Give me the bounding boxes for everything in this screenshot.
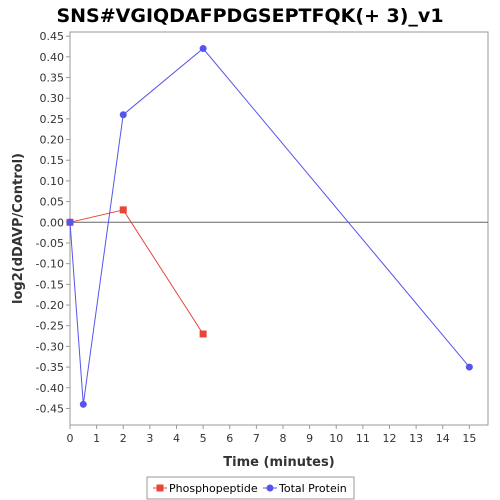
y-tick-label: 0.10 (40, 175, 65, 188)
x-tick-label: 7 (253, 432, 260, 445)
x-tick-label: 10 (329, 432, 343, 445)
total-protein-point (66, 218, 74, 226)
y-tick-label: -0.30 (36, 340, 64, 353)
y-tick-label: 0.25 (40, 113, 65, 126)
total-protein-point (79, 400, 87, 408)
x-tick-label: 8 (279, 432, 286, 445)
x-tick-label: 3 (146, 432, 153, 445)
y-tick-label: 0.35 (40, 72, 65, 85)
x-tick-label: 15 (462, 432, 476, 445)
phosphopeptide-point (119, 206, 127, 214)
x-tick-label: 12 (382, 432, 396, 445)
y-tick-label: 0.00 (40, 216, 65, 229)
x-tick-label: 2 (120, 432, 127, 445)
x-tick-label: 5 (200, 432, 207, 445)
x-tick-label: 9 (306, 432, 313, 445)
phosphopeptide-point (199, 330, 207, 338)
x-tick-label: 0 (67, 432, 74, 445)
y-tick-label: -0.05 (36, 237, 64, 250)
legend-phosphopeptide-marker (156, 484, 164, 492)
x-tick-label: 11 (356, 432, 370, 445)
y-tick-label: -0.20 (36, 299, 64, 312)
legend-total-protein-label: Total Protein (278, 482, 347, 495)
y-tick-label: 0.05 (40, 196, 65, 209)
legend-box (146, 476, 355, 500)
y-tick-label: 0.30 (40, 92, 65, 105)
legend: Phosphopeptide Total Protein (146, 476, 355, 500)
x-tick-label: 6 (226, 432, 233, 445)
y-tick-label: 0.20 (40, 134, 65, 147)
x-tick-label: 14 (436, 432, 450, 445)
y-tick-label: -0.15 (36, 278, 64, 291)
y-tick-label: -0.35 (36, 361, 64, 374)
y-tick-label: -0.45 (36, 402, 64, 415)
y-tick-label: -0.25 (36, 320, 64, 333)
y-axis: 0.45 0.40 0.35 0.30 0.25 0.20 0.15 0.10 0.05 0.00… (36, 30, 70, 415)
y-tick-label: -0.10 (36, 258, 64, 271)
y-tick-label: 0.45 (40, 30, 65, 43)
plot-area (69, 31, 489, 426)
x-tick-label: 13 (409, 432, 423, 445)
x-tick-label: 4 (173, 432, 180, 445)
legend-phosphopeptide-label: Phosphopeptide (169, 482, 258, 495)
chart-title: SNS#VGIQDAFPDGSEPTFQK(+ 3)_v1 (56, 5, 443, 27)
y-tick-label: 0.40 (40, 51, 65, 64)
y-tick-label: -0.40 (36, 382, 64, 395)
x-tick-label: 1 (93, 432, 100, 445)
x-axis: 0 1 2 3 4 5 6 7 8 9 10 11 12 13 14 15 (67, 425, 476, 445)
legend-total-protein-marker (266, 484, 274, 492)
y-axis-title: log2(dDAVP/Control) (11, 153, 26, 304)
total-protein-point (119, 111, 127, 119)
total-protein-point (199, 45, 207, 53)
x-axis-title: Time (minutes) (223, 455, 334, 470)
y-tick-label: 0.15 (40, 154, 65, 167)
total-protein-point (465, 363, 473, 371)
series-layer (66, 45, 473, 408)
